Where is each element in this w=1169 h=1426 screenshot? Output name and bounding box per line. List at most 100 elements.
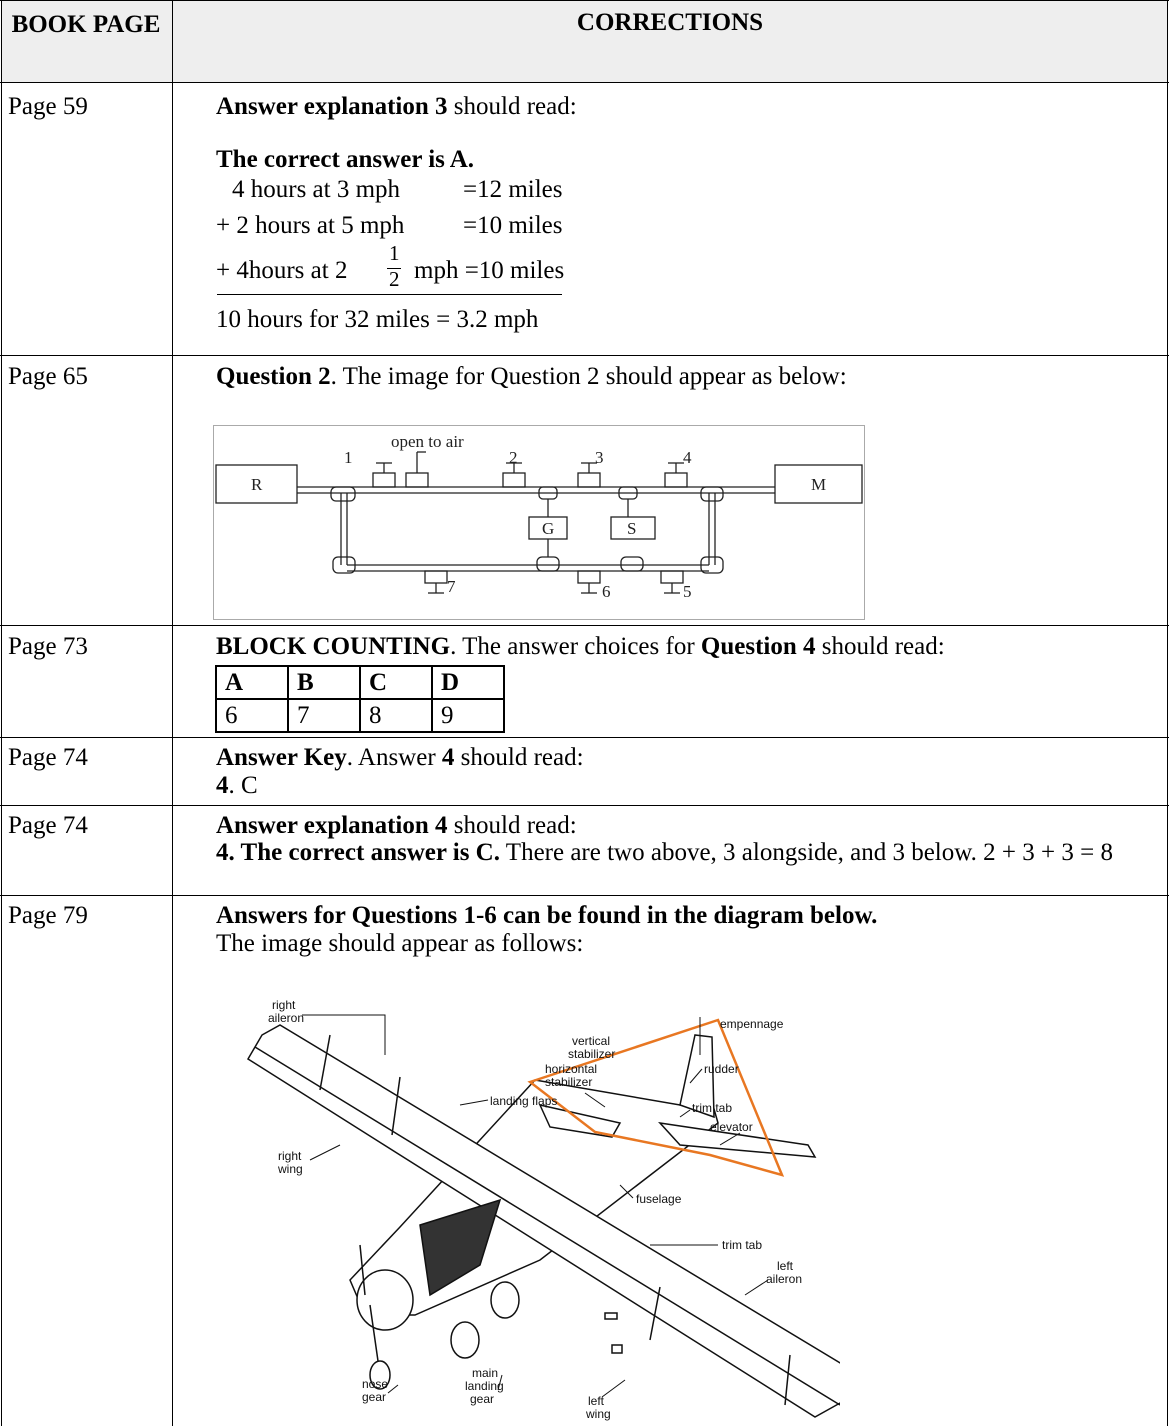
- diagram-label: gear: [362, 1390, 386, 1404]
- rule: [0, 805, 1169, 806]
- diagram-label: 2: [509, 448, 518, 467]
- answer: 4. C: [216, 771, 258, 801]
- correction-title: Question 2. The image for Question 2 sho…: [216, 362, 847, 392]
- diagram-label: R: [251, 475, 263, 494]
- rule: [0, 737, 1169, 738]
- calc-total: 10 hours for 32 miles = 3.2 mph: [216, 306, 539, 333]
- page-ref: Page 59: [8, 93, 88, 120]
- header-bg: [1, 1, 1167, 82]
- calc-line: 4 hours at 3 mph: [232, 176, 401, 203]
- diagram-label: 4: [683, 448, 692, 467]
- diagram-label: 6: [602, 582, 611, 601]
- rule: [0, 625, 1169, 626]
- leaders: [302, 1014, 769, 1398]
- diagram-label: trim tab: [722, 1238, 762, 1252]
- airplane: [246, 1024, 840, 1418]
- calc-line: + 2 hours at 5 mph: [216, 212, 405, 239]
- rule: [0, 355, 1169, 356]
- bold-text: 4: [216, 772, 229, 799]
- text: should read:: [821, 633, 945, 660]
- diagram-label: S: [627, 519, 636, 538]
- diagram-label: 3: [595, 448, 604, 467]
- diagram-label: left: [777, 1259, 794, 1273]
- cell: 7: [287, 698, 361, 733]
- bold-text: Answer explanation 4: [216, 812, 448, 839]
- diagram-label: landing flaps: [490, 1094, 557, 1108]
- cell: B: [287, 665, 361, 700]
- cell: D: [431, 665, 505, 700]
- cell: 9: [431, 698, 505, 733]
- diagram-label: fuselage: [636, 1192, 682, 1206]
- page-ref: Page 74: [8, 744, 88, 771]
- text: . Answer: [346, 744, 436, 771]
- diagram-label: right: [272, 998, 296, 1012]
- diagram-label: M: [811, 475, 826, 494]
- pipes: [215, 451, 863, 594]
- diagram-label: wing: [277, 1162, 303, 1176]
- sum-line: [217, 294, 562, 295]
- calc-result: =10 miles: [463, 212, 563, 239]
- rule: [0, 895, 1169, 896]
- diagram-label: gear: [470, 1392, 494, 1406]
- correction-title: Answer Key. Answer 4 should read:: [216, 743, 584, 773]
- bold-text: BLOCK COUNTING: [216, 633, 451, 660]
- correction-title: Answer explanation 3 should read:: [216, 92, 577, 122]
- bold-text: Question 2: [216, 363, 331, 390]
- correction-title: BLOCK COUNTING. The answer choices for Q…: [216, 632, 945, 662]
- empennage-outline: [527, 1018, 785, 1177]
- diagram-label: elevator: [710, 1120, 753, 1134]
- text: . The answer choices for: [450, 633, 695, 660]
- column-header: BOOK PAGE: [11, 11, 161, 38]
- diagram-label: 5: [683, 582, 692, 601]
- diagram-label: 1: [344, 448, 353, 467]
- diagram-label: empennage: [720, 1017, 784, 1031]
- subtitle: The image should appear as follows:: [216, 930, 584, 957]
- rule: [1167, 0, 1168, 1426]
- calc-line: + 4hours at 2: [216, 257, 348, 284]
- cell: A: [215, 665, 289, 700]
- correction-title: Answer explanation 4 should read:: [216, 811, 577, 841]
- page-ref: Page 65: [8, 363, 88, 390]
- diagram-label: right: [278, 1149, 302, 1163]
- diagram-label: horizontal: [545, 1062, 597, 1076]
- text: should read:: [460, 744, 584, 771]
- diagram-label: open to air: [391, 432, 464, 451]
- bold-text: 4: [441, 744, 455, 771]
- diagram-label: trim tab: [692, 1101, 732, 1115]
- calc-result: mph =10 miles: [414, 257, 565, 284]
- diagram-label: stabilizer: [545, 1075, 592, 1089]
- answer: 4. The correct answer is C. There are tw…: [216, 838, 1156, 867]
- diagram-label: aileron: [766, 1272, 802, 1286]
- page-ref: Page 79: [8, 902, 88, 929]
- text: should read:: [453, 93, 577, 120]
- diagram-label: nose: [362, 1377, 388, 1391]
- fraction-num: 1: [389, 241, 400, 265]
- diagram-label: left: [588, 1394, 605, 1408]
- fraction-bar: [387, 268, 401, 269]
- diagram-label: vertical: [572, 1034, 610, 1048]
- rule: [172, 0, 173, 1426]
- cell: 6: [215, 698, 289, 733]
- diagram-label: G: [542, 519, 554, 538]
- column-header: CORRECTIONS: [576, 9, 764, 36]
- text: should read:: [453, 812, 577, 839]
- rule: [1, 0, 2, 1426]
- cell: 8: [359, 698, 433, 733]
- rule: [0, 0, 1169, 1]
- diagram-label: stabilizer: [568, 1047, 615, 1061]
- bold-text: 4. The correct answer is C.: [216, 839, 500, 866]
- bold-text: Question 4: [700, 633, 816, 660]
- correction-title: Answers for Questions 1-6 can be found i…: [216, 902, 878, 929]
- pipe-diagram: open to air 1 2 3 4 5 6 7 R M G S: [213, 425, 865, 620]
- text: . C: [228, 772, 258, 799]
- text: . The image for Question 2 should appear…: [330, 363, 847, 390]
- page-ref: Page 74: [8, 812, 88, 839]
- answer: The correct answer is A.: [216, 146, 475, 173]
- diagram-label: rudder: [704, 1062, 739, 1076]
- diagram-label: wing: [585, 1407, 611, 1421]
- diagram-label: main: [472, 1366, 498, 1380]
- diagram-label: aileron: [268, 1011, 304, 1025]
- diagram-label: 7: [447, 577, 456, 596]
